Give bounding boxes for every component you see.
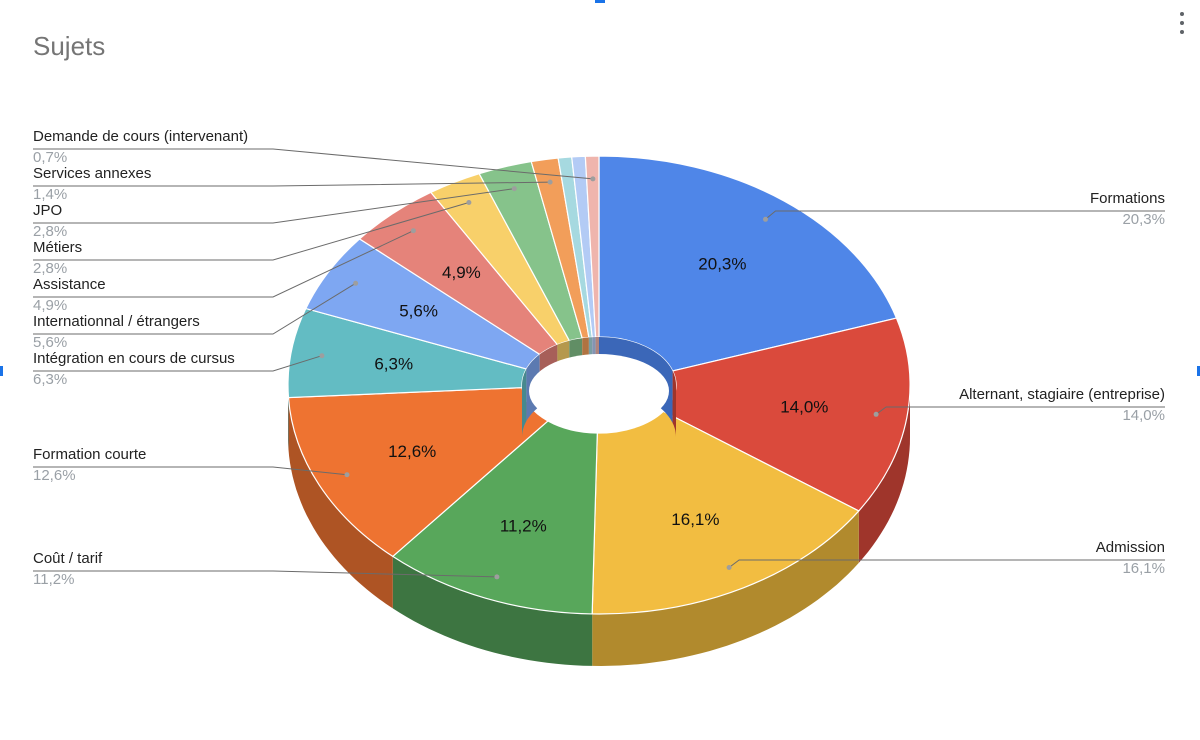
label-value-2: 16,1% [1122,560,1165,577]
label-name-13: Demande de cours (intervenant) [33,128,248,145]
leader-line-10 [33,181,551,187]
leader-line-2 [728,559,1165,568]
leader-dot-3 [494,574,500,580]
leader-line-4 [33,466,348,476]
label-name-8: Métiers [33,239,82,256]
leader-line-1 [875,406,1165,415]
leader-line-0 [765,210,1165,220]
label-name-1: Alternant, stagiaire (entreprise) [959,386,1165,403]
slice-value-labels: 20,3% 14,0% 16,1% 11,2% 12,6% 6,3% 5,6%4,9% [374,255,828,536]
leader-line-7 [33,230,414,298]
leader-dot-10 [547,179,553,185]
label-name-10: Services annexes [33,165,151,182]
slice-value-3: 11,2% [500,517,547,536]
leader-line-8 [33,202,470,261]
hole-wall-5 [522,369,527,437]
leader-line-13 [33,148,593,180]
more-vert-icon[interactable] [1172,10,1192,36]
slice-tops [287,155,911,615]
resize-handle-top[interactable] [595,0,605,3]
leader-dot-6 [353,280,359,286]
slice-value-2: 16,1% [671,510,719,529]
leader-line-6 [33,282,356,335]
leader-dot-1 [873,411,879,417]
slice-value-1: 14,0% [780,398,828,417]
slice-side-2 [592,510,859,666]
leader-dot-9 [511,186,517,192]
slice-value-4: 12,6% [388,442,436,461]
label-name-7: Assistance [33,276,106,293]
donut-center [529,354,669,428]
label-value-8: 2,8% [33,260,67,277]
label-value-7: 4,9% [33,297,67,314]
slice-value-0: 20,3% [698,255,746,274]
label-name-9: JPO [33,202,62,219]
slice-side-4 [288,397,393,609]
leader-line-9 [33,188,515,224]
label-value-4: 12,6% [33,467,76,484]
resize-handle-right[interactable] [1197,366,1200,376]
leader-dot-2 [726,565,732,570]
leader-line-3 [33,570,497,578]
leader-dot-5 [319,353,325,359]
label-name-0: Formations [1090,190,1165,207]
label-name-4: Formation courte [33,446,146,463]
label-value-13: 0,7% [33,149,67,166]
leader-dot-8 [466,200,472,205]
label-value-5: 6,3% [33,371,67,388]
hole-wall-1 [672,371,676,437]
slice-side-1 [858,385,910,563]
slice-side-3 [392,556,593,666]
leader-dot-0 [763,216,768,222]
leader-dot-7 [410,228,416,234]
label-name-6: Internationnal / étrangers [33,313,200,330]
leader-dot-13 [590,176,596,182]
leader-dot-4 [344,472,350,478]
label-value-10: 1,4% [33,186,67,203]
label-value-9: 2,8% [33,223,67,240]
chart-title: Sujets [33,31,106,61]
label-value-1: 14,0% [1122,407,1165,424]
donut-hole [522,337,676,437]
slice-value-6: 5,6% [399,301,438,320]
slice-3[interactable] [391,420,598,615]
slice-labels: Demande de cours (intervenant) 0,7%Servic… [33,128,1165,588]
label-name-5: Intégration en cours de cursus [33,350,235,367]
resize-handle-left[interactable] [0,366,3,376]
slice-2[interactable] [591,410,860,615]
leader-line-5 [33,355,323,372]
label-name-2: Admission [1096,539,1165,556]
label-value-0: 20,3% [1122,211,1165,228]
label-value-3: 11,2% [33,571,74,588]
slice-value-5: 6,3% [374,355,413,374]
label-name-3: Coût / tarif [33,550,103,567]
slice-value-7: 4,9% [442,263,481,282]
label-value-6: 5,6% [33,334,67,351]
